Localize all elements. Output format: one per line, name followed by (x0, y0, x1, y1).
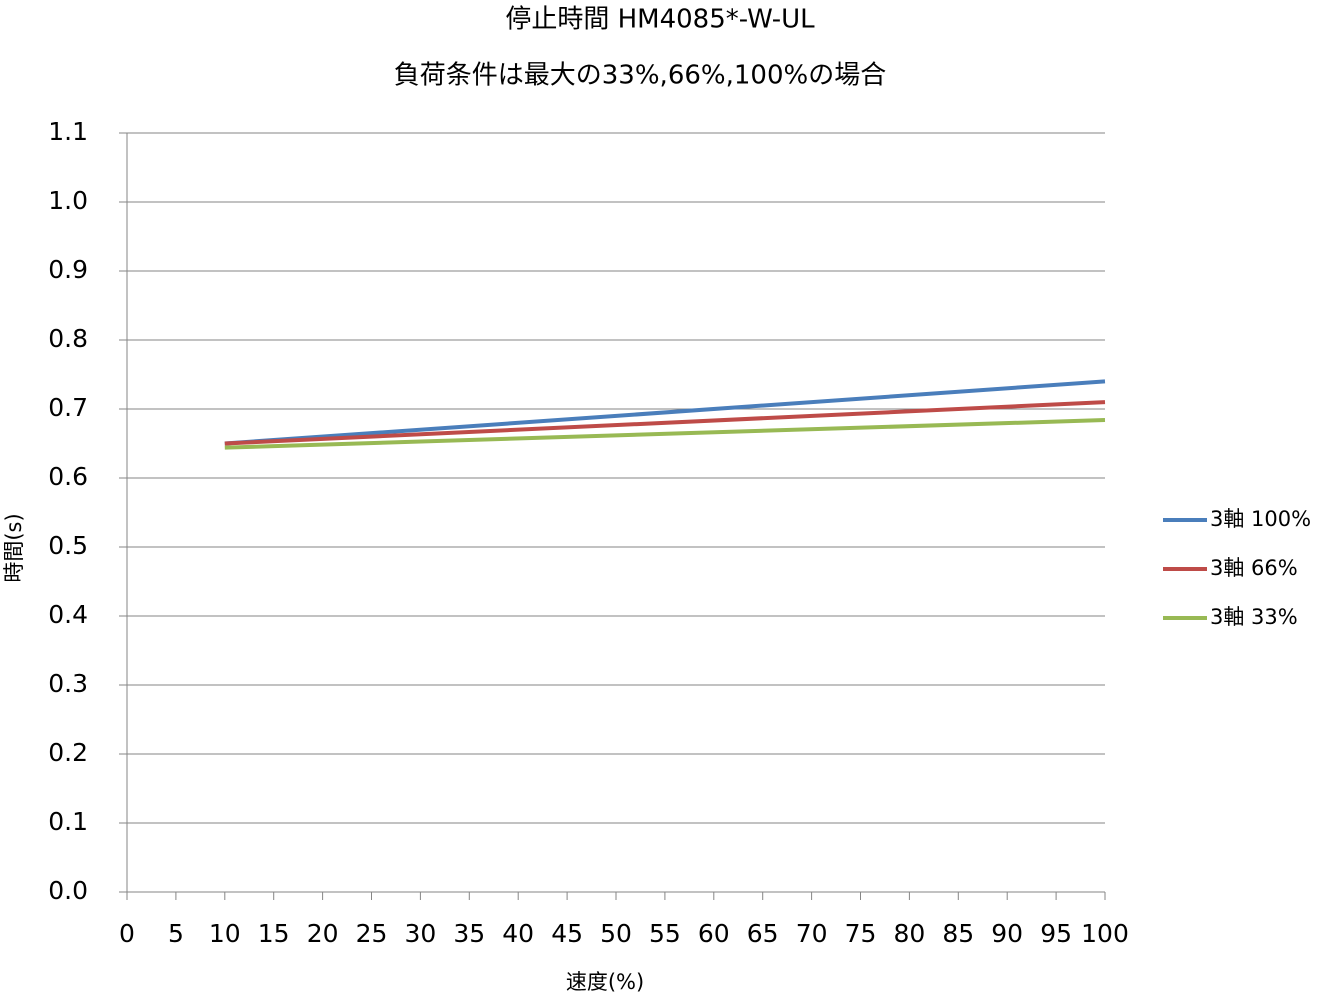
x-tick-label: 40 (502, 919, 534, 948)
legend-label: 3軸 66% (1210, 556, 1298, 580)
x-tick-label: 80 (893, 919, 925, 948)
y-tick-label: 0.3 (48, 669, 88, 698)
x-tick-label: 45 (551, 919, 583, 948)
x-tick-label: 75 (845, 919, 877, 948)
y-tick-label: 0.5 (48, 531, 88, 560)
series-line (224, 379, 1106, 446)
x-tick-label: 25 (356, 919, 388, 948)
x-tick-label: 20 (307, 919, 339, 948)
x-tick-label: 30 (404, 919, 436, 948)
y-tick-label: 1.1 (48, 117, 88, 146)
x-tick-label: 15 (258, 919, 290, 948)
x-tick-label: 50 (600, 919, 632, 948)
x-tick-label: 100 (1081, 919, 1129, 948)
y-tick-label: 0.7 (48, 393, 88, 422)
legend-label: 3軸 33% (1210, 605, 1298, 629)
chart-subtitle: 負荷条件は最大の33%,66%,100%の場合 (394, 61, 886, 91)
x-tick-label: 70 (796, 919, 828, 948)
y-axis-label: 時間(s) (2, 513, 26, 582)
x-axis-label: 速度(%) (566, 970, 644, 994)
y-tick-label: 0.0 (48, 876, 88, 905)
x-tick-label: 35 (453, 919, 485, 948)
x-tick-label: 95 (1040, 919, 1072, 948)
y-tick-label: 1.0 (48, 186, 88, 215)
x-tick-label: 5 (168, 919, 184, 948)
series-line (224, 400, 1106, 446)
legend-label: 3軸 100% (1210, 507, 1311, 531)
series-line (224, 418, 1106, 450)
y-tick-label: 0.1 (48, 807, 88, 836)
y-tick-label: 0.8 (48, 324, 88, 353)
x-tick-label: 0 (119, 919, 135, 948)
x-tick-label: 60 (698, 919, 730, 948)
y-tick-label: 0.2 (48, 738, 88, 767)
y-tick-label: 0.4 (48, 600, 88, 629)
x-tick-label: 90 (991, 919, 1023, 948)
chart-title: 停止時間 HM4085*-W-UL (505, 5, 815, 35)
x-tick-label: 55 (649, 919, 681, 948)
y-tick-label: 0.6 (48, 462, 88, 491)
x-tick-label: 85 (942, 919, 974, 948)
x-tick-label: 65 (747, 919, 779, 948)
x-tick-label: 10 (209, 919, 241, 948)
y-tick-label: 0.9 (48, 255, 88, 284)
